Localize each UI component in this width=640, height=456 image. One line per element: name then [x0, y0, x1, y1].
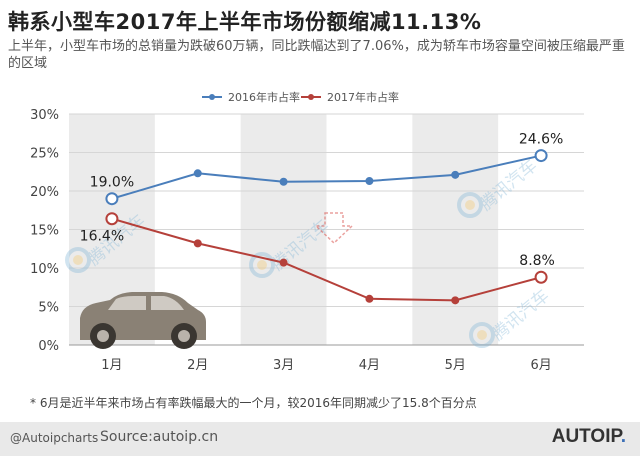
y-tick-label: 0% — [38, 339, 59, 354]
y-tick-label: 15% — [30, 224, 59, 239]
decline-arrow-icon — [314, 212, 354, 245]
series-line — [111, 217, 542, 302]
data-point — [279, 258, 288, 267]
footer-bar: @Autoipcharts Source:autoip.cn AUTOIP. — [0, 422, 640, 456]
series-line — [111, 154, 542, 200]
x-tick-label: 6月 — [530, 358, 551, 373]
legend: 2016年市占率 2017年市占率 — [202, 90, 399, 104]
y-axis: 0% 5% 10% 15% 20% 25% 30% — [30, 108, 59, 354]
chart-title: 韩系小型车2017年上半年市场份额缩减11.13% — [8, 10, 482, 34]
data-labels: 19.0% 24.6% 16.4% 8.8% — [80, 132, 564, 270]
x-tick-label: 4月 — [359, 358, 380, 373]
data-point — [105, 212, 119, 226]
brand-dot: . — [620, 426, 626, 447]
data-label: 8.8% — [519, 253, 555, 269]
data-label: 16.4% — [80, 229, 124, 245]
data-point — [451, 170, 460, 179]
footnote: * 6月是近半年来市场占有率跌幅最大的一个月，较2016年同期减少了15.8个百… — [30, 396, 477, 410]
data-point — [451, 296, 460, 305]
data-point — [365, 294, 374, 303]
data-point — [365, 176, 374, 185]
data-point — [534, 270, 548, 284]
brand-logo: AUTOIP. — [552, 426, 626, 448]
car-illustration — [80, 292, 206, 349]
data-point — [534, 149, 548, 163]
legend-label: 2016年市占率 — [228, 90, 300, 104]
y-tick-label: 25% — [30, 147, 59, 162]
legend-label: 2017年市占率 — [327, 90, 399, 104]
data-point — [105, 192, 119, 206]
chart-subtitle: 上半年，小型车市场的总销量为跌破60万辆，同比跌幅达到了7.06%，成为轿车市场… — [8, 39, 625, 71]
data-point — [193, 169, 202, 178]
series-points — [105, 149, 548, 305]
x-axis: 1月 2月 3月 4月 5月 6月 — [101, 358, 551, 373]
x-tick-label: 2月 — [187, 358, 208, 373]
source-text: Source:autoip.cn — [100, 429, 219, 445]
y-tick-label: 30% — [30, 108, 59, 123]
data-point — [279, 177, 288, 186]
data-label: 24.6% — [519, 132, 563, 148]
y-tick-label: 5% — [38, 301, 59, 316]
y-tick-label: 10% — [30, 262, 59, 277]
brand-name: AUTOIP — [551, 426, 621, 447]
series-lines — [111, 154, 542, 302]
x-tick-label: 1月 — [101, 358, 122, 373]
legend-marker — [308, 94, 314, 100]
social-handle: @Autoipcharts — [10, 431, 99, 445]
legend-marker — [209, 94, 215, 100]
x-tick-label: 5月 — [445, 358, 466, 373]
data-point — [193, 239, 202, 248]
y-tick-label: 20% — [30, 185, 59, 200]
x-tick-label: 3月 — [273, 358, 294, 373]
data-label: 19.0% — [90, 175, 134, 191]
